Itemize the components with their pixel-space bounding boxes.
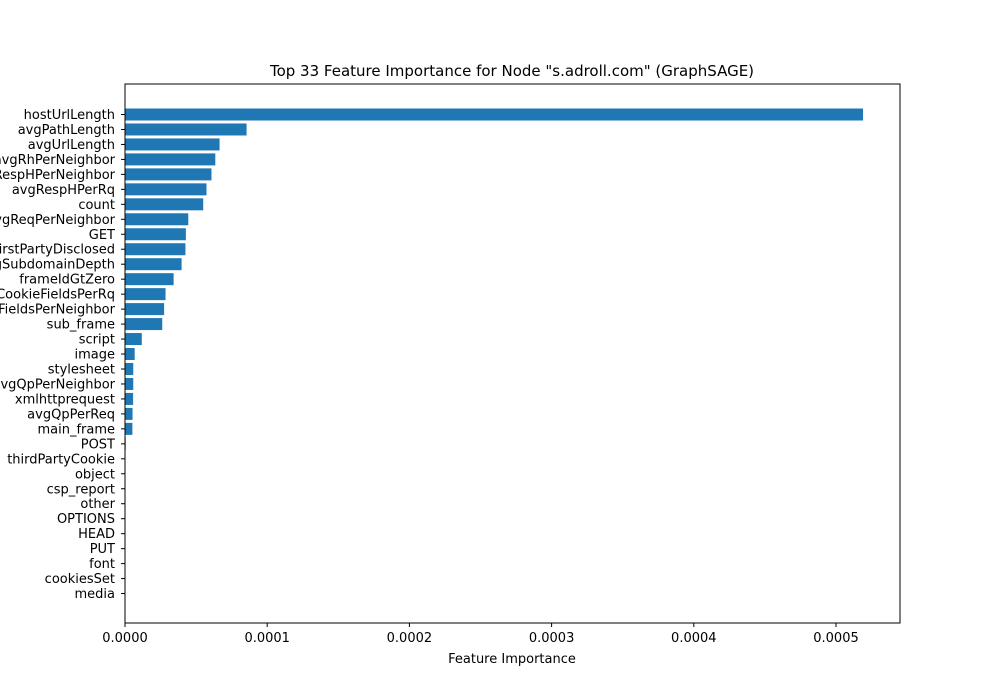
bar-avgRespHPerNeighbor [125, 168, 212, 181]
x-axis-ticks: 0.0000 0.0001 0.0002 0.0003 0.0004 0.0005 [102, 623, 859, 646]
bar-avgUrlLength [125, 138, 220, 151]
x-tick-label: 0.0003 [529, 631, 575, 646]
y-axis-ticks: hostUrlLengthavgPathLengthavgUrlLengthav… [0, 108, 125, 602]
y-tick-label: font [89, 557, 115, 572]
y-tick-label: avgCookieFieldsPerNeighbor [0, 303, 116, 318]
bar-firstPartyDisclosed [125, 243, 186, 256]
y-tick-label: csp_report [47, 482, 115, 497]
bar-GET [125, 228, 186, 241]
chart-title: Top 33 Feature Importance for Node "s.ad… [269, 62, 754, 80]
x-tick-label: 0.0002 [387, 631, 433, 646]
bar-frameIdGtZero [125, 273, 174, 286]
bar-image [125, 348, 135, 361]
y-tick-label: other [80, 497, 115, 512]
y-tick-label: object [75, 467, 115, 482]
y-tick-label: avgRhPerNeighbor [0, 153, 116, 168]
bar-avgCookieFieldsPerNeighbor [125, 303, 165, 316]
bar-hostUrlLength [125, 108, 864, 121]
y-tick-label: image [75, 348, 116, 363]
bar-main_frame [125, 422, 133, 435]
bar-count [125, 198, 204, 211]
y-tick-label: OPTIONS [57, 512, 115, 527]
bar-xmlhttprequest [125, 392, 134, 405]
y-tick-label: hostUrlLength [24, 108, 115, 123]
x-tick-label: 0.0004 [671, 631, 717, 646]
bar-script [125, 333, 142, 346]
y-tick-label: avgPathLength [18, 123, 115, 138]
x-axis-label: Feature Importance [448, 652, 576, 667]
x-tick-label: 0.0001 [244, 631, 290, 646]
bar-avgQpPerNeighbor [125, 377, 134, 390]
y-tick-label: avgRespHPerRq [12, 183, 115, 198]
y-tick-label: xmlhttprequest [15, 392, 115, 407]
y-tick-label: avgQpPerNeighbor [0, 377, 116, 392]
bar-avgRespHPerRq [125, 183, 207, 196]
y-tick-label: avgQpPerReq [27, 407, 115, 422]
y-tick-label: stylesheet [48, 362, 115, 377]
bar-avgQpPerReq [125, 407, 133, 420]
y-tick-label: PUT [90, 542, 115, 557]
y-tick-label: GET [89, 228, 115, 243]
plot-frame [124, 83, 901, 624]
bar-stylesheet [125, 362, 134, 375]
y-tick-label: avgRespHPerNeighbor [0, 168, 116, 183]
bar-avgRhPerNeighbor [125, 153, 216, 166]
bar-avgCookieFieldsPerRq [125, 288, 166, 301]
y-tick-label: media [75, 587, 116, 602]
bar-avgPathLength [125, 123, 247, 136]
y-tick-label: sub_frame [47, 318, 115, 333]
y-tick-label: avgUrlLength [28, 138, 115, 153]
y-tick-label: count [78, 198, 115, 213]
y-tick-label: HEAD [78, 527, 115, 542]
y-tick-label: script [79, 333, 115, 348]
bars [125, 108, 864, 600]
bar-avgReqPerNeighbor [125, 213, 189, 226]
y-tick-label: thirdPartyCookie [7, 452, 115, 467]
y-tick-label: main_frame [37, 422, 115, 437]
bar-sub_frame [125, 318, 163, 331]
y-tick-label: avgCookieFieldsPerRq [0, 288, 115, 303]
y-tick-label: avgReqPerNeighbor [0, 213, 116, 228]
bar-avgSubdomainDepth [125, 258, 182, 271]
x-tick-label: 0.0005 [813, 631, 859, 646]
y-tick-label: frameIdGtZero [19, 273, 115, 288]
y-tick-label: firstPartyDisclosed [0, 243, 115, 258]
y-tick-label: cookiesSet [45, 572, 115, 587]
y-tick-label: avgSubdomainDepth [0, 258, 115, 273]
x-tick-label: 0.0000 [102, 631, 148, 646]
y-tick-label: POST [81, 437, 115, 452]
